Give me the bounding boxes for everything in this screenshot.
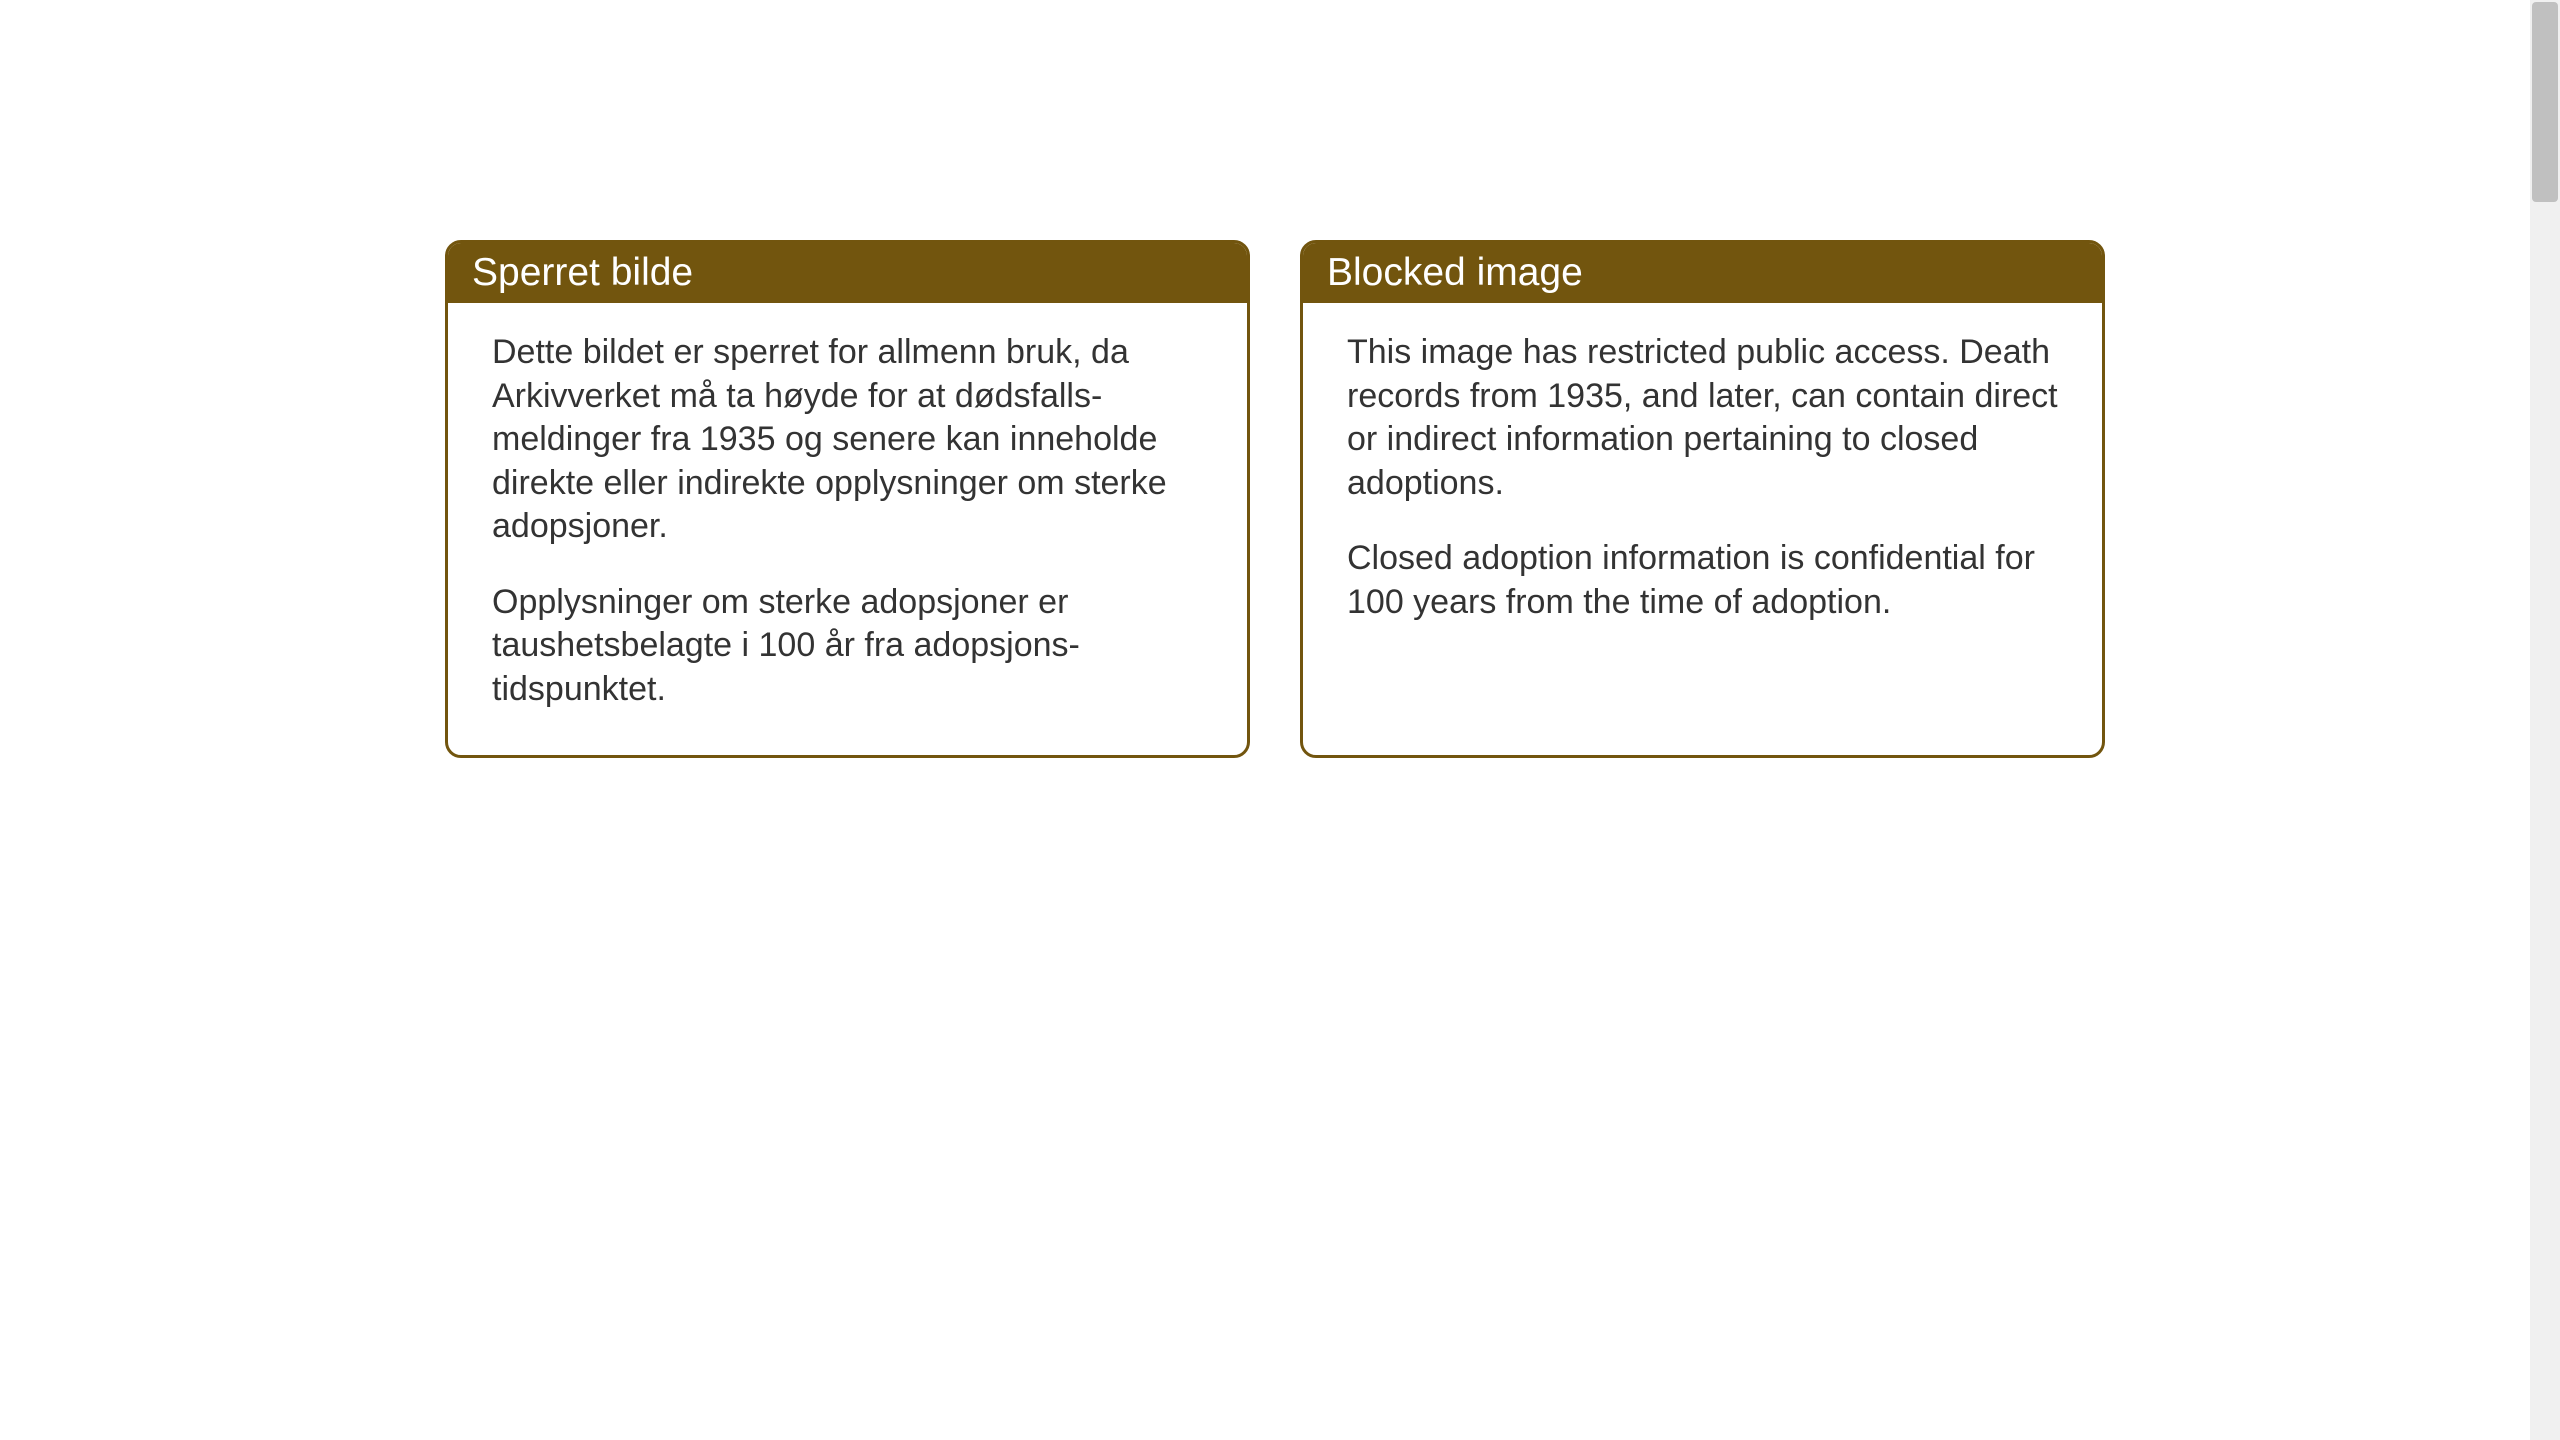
norwegian-paragraph-1: Dette bildet er sperret for allmenn bruk… bbox=[492, 331, 1203, 549]
norwegian-card-title: Sperret bilde bbox=[448, 243, 1247, 303]
english-card-title: Blocked image bbox=[1303, 243, 2102, 303]
norwegian-notice-card: Sperret bilde Dette bildet er sperret fo… bbox=[445, 240, 1250, 758]
english-card-body: This image has restricted public access.… bbox=[1303, 303, 2102, 693]
english-paragraph-2: Closed adoption information is confident… bbox=[1347, 537, 2058, 624]
scrollbar-thumb[interactable] bbox=[2532, 2, 2558, 202]
english-paragraph-1: This image has restricted public access.… bbox=[1347, 331, 2058, 505]
norwegian-paragraph-2: Opplysninger om sterke adopsjoner er tau… bbox=[492, 581, 1203, 712]
english-notice-card: Blocked image This image has restricted … bbox=[1300, 240, 2105, 758]
norwegian-card-body: Dette bildet er sperret for allmenn bruk… bbox=[448, 303, 1247, 755]
scrollbar-track[interactable] bbox=[2530, 0, 2560, 1440]
notice-cards-container: Sperret bilde Dette bildet er sperret fo… bbox=[445, 240, 2105, 758]
